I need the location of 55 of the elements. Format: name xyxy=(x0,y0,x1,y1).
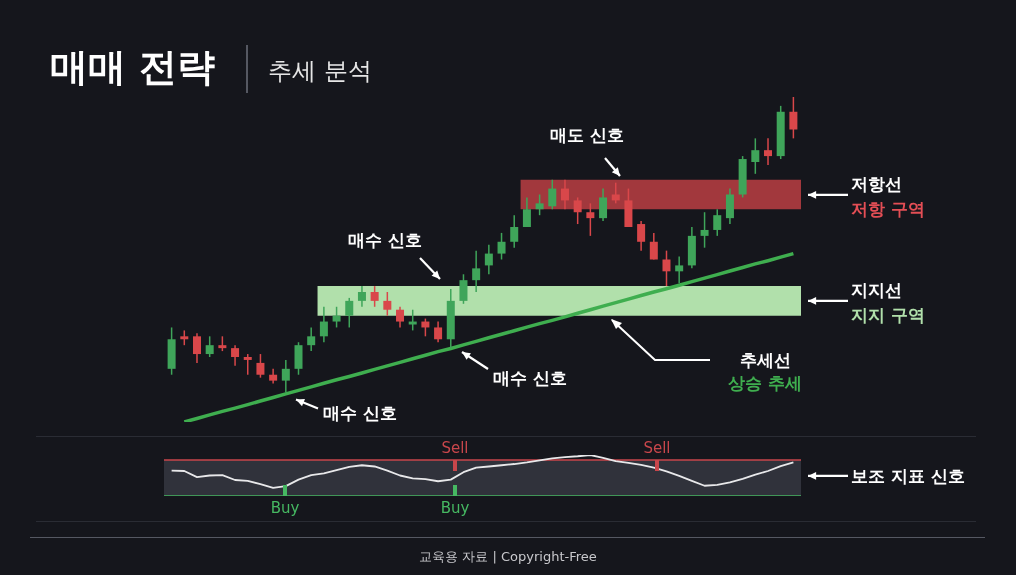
candlestick xyxy=(345,297,354,329)
candlestick xyxy=(675,255,684,284)
chart-subtitle: 추세 분석 xyxy=(268,56,372,87)
annotation: Sell xyxy=(441,438,469,457)
candlestick xyxy=(434,320,443,343)
candlestick xyxy=(408,308,417,332)
candlestick xyxy=(231,344,240,367)
candlestick xyxy=(472,249,481,293)
candlestick xyxy=(586,202,595,237)
candlestick xyxy=(332,306,341,329)
candlestick xyxy=(396,306,405,329)
annotation: 매수 신호 xyxy=(493,366,567,390)
candlestick xyxy=(205,335,214,358)
candlestick xyxy=(725,187,734,225)
annotation: 상승 추세 xyxy=(728,371,802,395)
candlestick xyxy=(535,193,544,216)
candlestick xyxy=(700,211,709,249)
candlestick xyxy=(307,326,316,352)
candlestick xyxy=(662,249,671,287)
text: 매수 신호 xyxy=(323,401,397,425)
candlestick xyxy=(484,243,493,276)
candlestick xyxy=(459,273,468,305)
candlestick xyxy=(192,332,201,364)
candlestick xyxy=(256,353,265,379)
candlestick xyxy=(383,291,392,317)
candlestick xyxy=(370,285,379,308)
annotation: 매수 신호 xyxy=(348,228,422,252)
candlestick xyxy=(751,137,760,175)
text: 교육용 자료 | Copyright-Free xyxy=(419,548,597,566)
annotation: 매도 신호 xyxy=(550,123,624,147)
candlestick xyxy=(548,178,557,211)
candlestick xyxy=(294,341,303,376)
candlestick xyxy=(649,232,658,261)
candlestick xyxy=(319,306,328,343)
candlestick xyxy=(560,178,569,211)
band-label: 지지선 지지 구역 xyxy=(851,278,925,327)
candlestick xyxy=(573,196,582,225)
candlestick xyxy=(510,214,519,249)
candlestick xyxy=(713,208,722,237)
band-label: 저항선 저항 구역 xyxy=(851,172,925,221)
chart-title: 매매 전략 xyxy=(50,44,216,91)
annotation: Sell xyxy=(643,438,671,457)
candlestick xyxy=(522,196,531,228)
candlestick xyxy=(789,97,798,140)
candlestick xyxy=(637,220,646,252)
text: Buy xyxy=(440,499,470,517)
text: 보조 지표 신호 xyxy=(851,464,965,488)
annotation: 추세선 xyxy=(739,348,791,372)
candlestick xyxy=(357,285,366,308)
candlestick xyxy=(281,359,290,394)
candlestick xyxy=(497,232,506,261)
text: Buy xyxy=(270,499,300,517)
candlestick xyxy=(764,137,773,166)
candlestick xyxy=(243,353,252,376)
candlestick xyxy=(599,187,608,222)
